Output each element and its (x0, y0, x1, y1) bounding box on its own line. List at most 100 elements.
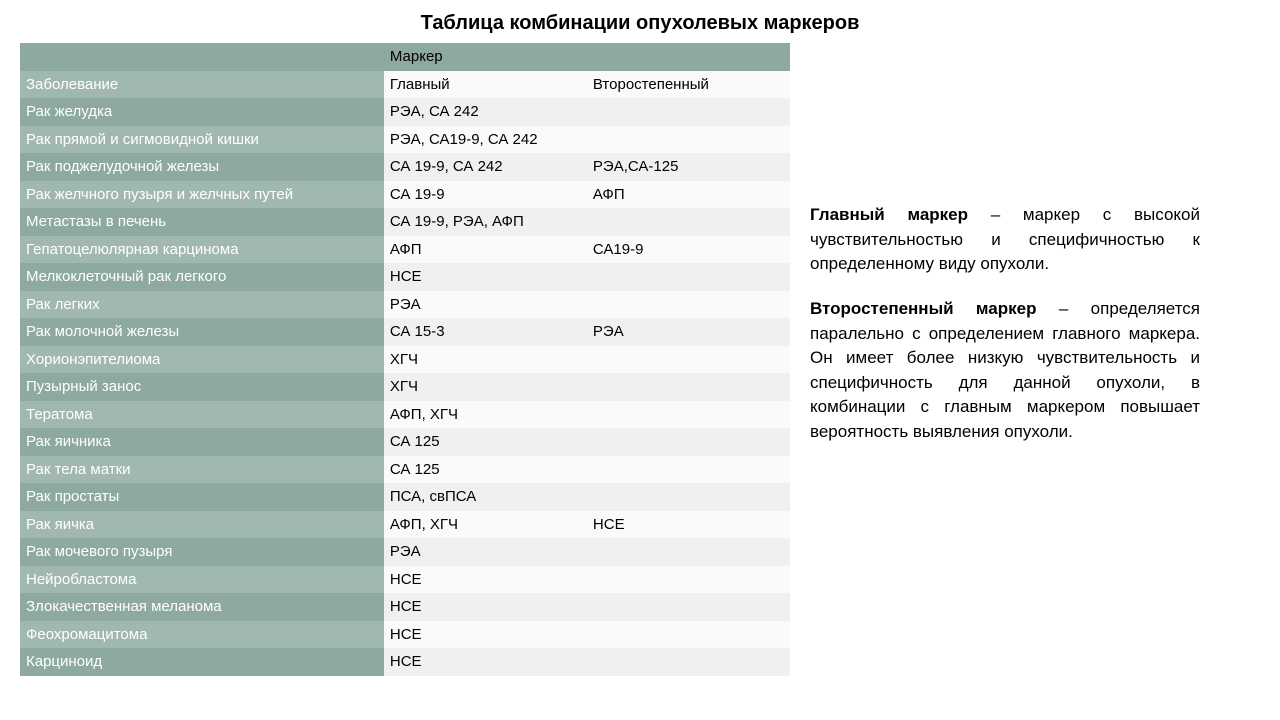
cell-primary: СА 19-9, СА 242 (384, 153, 587, 181)
cell-secondary (587, 483, 790, 511)
table-row: ТератомаАФП, ХГЧ (20, 401, 790, 429)
cell-disease: Рак желудка (20, 98, 384, 126)
cell-primary: РЭА, СА 242 (384, 98, 587, 126)
cell-secondary: АФП (587, 181, 790, 209)
cell-secondary (587, 346, 790, 374)
cell-disease: Рак тела матки (20, 456, 384, 484)
cell-secondary (587, 263, 790, 291)
subheader-primary: Главный (384, 71, 587, 99)
cell-secondary (587, 538, 790, 566)
cell-primary: АФП, ХГЧ (384, 511, 587, 539)
cell-disease: Рак прямой и сигмовидной кишки (20, 126, 384, 154)
table-row: Рак поджелудочной железыСА 19-9, СА 242Р… (20, 153, 790, 181)
table-row: Рак простатыПСА, свПСА (20, 483, 790, 511)
content-row: Маркер Заболевание Главный Второстепенны… (0, 43, 1280, 676)
table-subheader-row: Заболевание Главный Второстепенный (20, 71, 790, 99)
cell-secondary (587, 621, 790, 649)
table-row: Рак желчного пузыря и желчных путейСА 19… (20, 181, 790, 209)
cell-disease: Рак поджелудочной железы (20, 153, 384, 181)
cell-primary: АФП, ХГЧ (384, 401, 587, 429)
cell-secondary (587, 566, 790, 594)
cell-primary: НСЕ (384, 593, 587, 621)
definition-secondary: Второстепенный маркер – определяется пар… (810, 297, 1200, 445)
cell-disease: Рак яичника (20, 428, 384, 456)
cell-disease: Мелкоклеточный рак легкого (20, 263, 384, 291)
cell-secondary (587, 126, 790, 154)
cell-secondary (587, 428, 790, 456)
cell-disease: Рак мочевого пузыря (20, 538, 384, 566)
cell-secondary (587, 401, 790, 429)
table-row: Гепатоцелюлярная карциномаАФПСА19-9 (20, 236, 790, 264)
cell-secondary (587, 456, 790, 484)
definition-primary-term: Главный маркер (810, 205, 968, 224)
table-row: ФеохромацитомаНСЕ (20, 621, 790, 649)
cell-secondary (587, 98, 790, 126)
cell-primary: СА 19-9, РЭА, АФП (384, 208, 587, 236)
table-row: Рак легкихРЭА (20, 291, 790, 319)
page-container: Таблица комбинации опухолевых маркеров М… (0, 0, 1280, 720)
cell-primary: РЭА (384, 291, 587, 319)
cell-primary: ХГЧ (384, 346, 587, 374)
cell-primary: ПСА, свПСА (384, 483, 587, 511)
cell-disease: Метастазы в печень (20, 208, 384, 236)
cell-disease: Нейробластома (20, 566, 384, 594)
table-row: Рак яичникаСА 125 (20, 428, 790, 456)
cell-primary: СА 125 (384, 428, 587, 456)
cell-secondary (587, 373, 790, 401)
table-row: Рак мочевого пузыряРЭА (20, 538, 790, 566)
cell-primary: СА 15-3 (384, 318, 587, 346)
table-row: Злокачественная меланомаНСЕ (20, 593, 790, 621)
cell-primary: СА 125 (384, 456, 587, 484)
header-empty (20, 43, 384, 71)
cell-secondary (587, 648, 790, 676)
table-header-row: Маркер (20, 43, 790, 71)
cell-secondary: РЭА (587, 318, 790, 346)
subheader-disease: Заболевание (20, 71, 384, 99)
cell-primary: РЭА (384, 538, 587, 566)
definition-secondary-term: Второстепенный маркер (810, 299, 1036, 318)
table-row: Рак молочной железыСА 15-3РЭА (20, 318, 790, 346)
cell-disease: Рак желчного пузыря и желчных путей (20, 181, 384, 209)
cell-disease: Карциноид (20, 648, 384, 676)
cell-primary: РЭА, СА19-9, СА 242 (384, 126, 587, 154)
cell-primary: НСЕ (384, 648, 587, 676)
cell-secondary: РЭА,СА-125 (587, 153, 790, 181)
cell-primary: НСЕ (384, 621, 587, 649)
cell-secondary: НСЕ (587, 511, 790, 539)
cell-disease: Рак простаты (20, 483, 384, 511)
table-row: НейробластомаНСЕ (20, 566, 790, 594)
cell-disease: Тератома (20, 401, 384, 429)
definition-primary: Главный маркер – маркер с высокой чувств… (810, 203, 1200, 277)
cell-secondary (587, 593, 790, 621)
cell-secondary (587, 291, 790, 319)
table-row: ХорионэпителиомаХГЧ (20, 346, 790, 374)
subheader-secondary: Второстепенный (587, 71, 790, 99)
cell-disease: Рак легких (20, 291, 384, 319)
table-row: Рак желудкаРЭА, СА 242 (20, 98, 790, 126)
cell-primary: ХГЧ (384, 373, 587, 401)
cell-primary: НСЕ (384, 566, 587, 594)
cell-primary: НСЕ (384, 263, 587, 291)
definitions-sidebar: Главный маркер – маркер с высокой чувств… (790, 43, 1230, 676)
table-row: КарциноидНСЕ (20, 648, 790, 676)
cell-disease: Злокачественная меланома (20, 593, 384, 621)
cell-disease: Феохромацитома (20, 621, 384, 649)
markers-table: Маркер Заболевание Главный Второстепенны… (20, 43, 790, 676)
table-row: Рак прямой и сигмовидной кишкиРЭА, СА19-… (20, 126, 790, 154)
header-empty2 (587, 43, 790, 71)
table-row: Мелкоклеточный рак легкогоНСЕ (20, 263, 790, 291)
cell-primary: СА 19-9 (384, 181, 587, 209)
table-row: Метастазы в печеньСА 19-9, РЭА, АФП (20, 208, 790, 236)
table-row: Рак яичкаАФП, ХГЧНСЕ (20, 511, 790, 539)
page-title: Таблица комбинации опухолевых маркеров (0, 0, 1280, 43)
header-marker: Маркер (384, 43, 587, 71)
table-body: Маркер Заболевание Главный Второстепенны… (20, 43, 790, 676)
cell-disease: Гепатоцелюлярная карцинома (20, 236, 384, 264)
cell-disease: Рак яичка (20, 511, 384, 539)
definition-secondary-text: – определяется паралельно с определением… (810, 299, 1200, 441)
cell-disease: Рак молочной железы (20, 318, 384, 346)
cell-secondary (587, 208, 790, 236)
cell-disease: Пузырный занос (20, 373, 384, 401)
cell-primary: АФП (384, 236, 587, 264)
table-row: Пузырный заносХГЧ (20, 373, 790, 401)
